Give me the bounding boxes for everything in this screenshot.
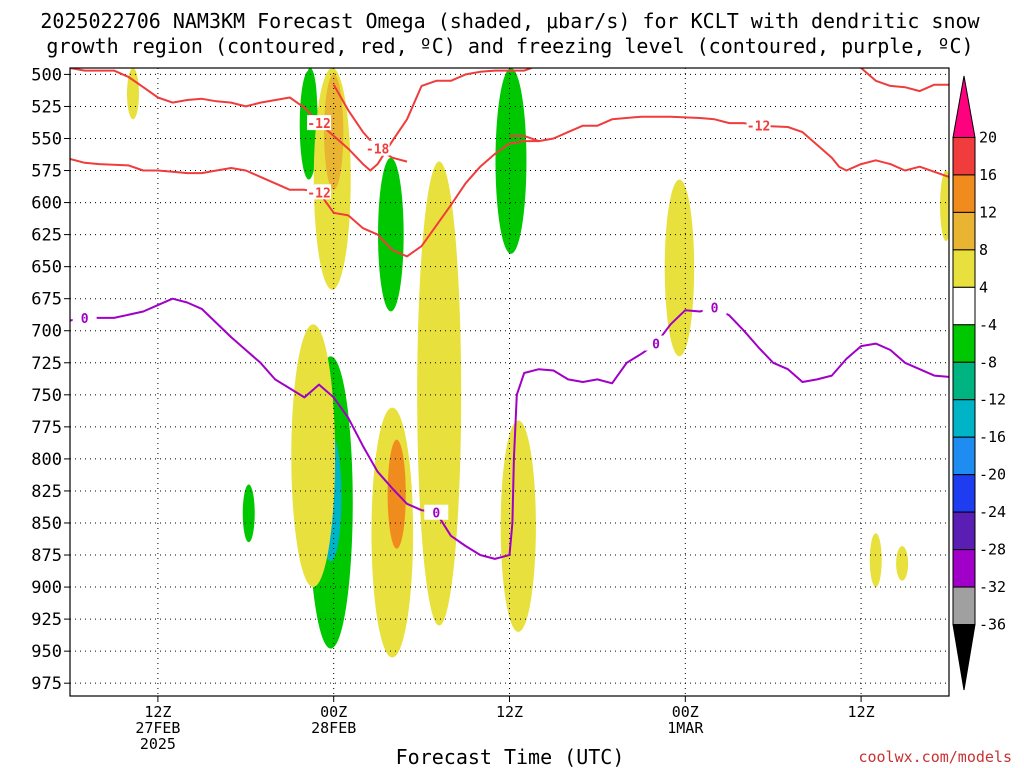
x-tick-label-0-2: 2025 [140, 735, 176, 753]
contour-label-bg-dgz_minus12_middle-0 [746, 117, 771, 133]
y-tick-label-4: 600 [31, 194, 62, 214]
colorbar-segment-5 [952, 286, 976, 326]
colorbar-label-3: 8 [979, 241, 988, 259]
contour-label-freezing_level-2: 0 [652, 338, 660, 353]
contour-label-dgz_minus18-0: -18 [366, 143, 390, 158]
omega-feature-3 [324, 74, 344, 190]
contour-label-dgz_minus12_middle-0: -12 [747, 120, 770, 135]
x-tick-label-1-1: 28FEB [311, 719, 356, 737]
colorbar-label-8: -16 [979, 428, 1006, 446]
contour-label-dgz_minus12_upper-0: -12 [307, 117, 330, 132]
colorbar-label-10: -24 [979, 503, 1006, 521]
contour-freezing_level [70, 297, 949, 560]
contour-label-bg-dgz_minus12_upper-0 [307, 115, 332, 131]
y-tick-label-15: 875 [31, 546, 62, 566]
colorbar-segment-3 [952, 211, 976, 251]
colorbar-segment-9 [952, 436, 976, 476]
colorbar-label-0: 20 [979, 128, 997, 146]
omega-feature-12 [417, 161, 462, 626]
x-tick-label-0-1: 27FEB [135, 719, 180, 737]
colorbar-label-1: 16 [979, 166, 997, 184]
omega-shading [126, 68, 949, 658]
omega-feature-6 [495, 68, 527, 254]
y-tick-label-13: 825 [31, 482, 62, 502]
credit-text[interactable]: coolwx.com/models [858, 748, 1012, 766]
colorbar: 20 16 12 8 4 -4 -8 -12 -16 -20 -24 -28 -32 -36 [952, 75, 1006, 691]
contour-dgz_minus12_right [860, 68, 949, 93]
colorbar-top-arrow [952, 75, 976, 138]
contour-label-bg-freezing_level-2 [644, 335, 668, 351]
colorbar-bottom-arrow [952, 624, 976, 691]
colorbar-label-7: -12 [979, 391, 1006, 409]
y-tick-label-16: 900 [31, 578, 62, 598]
omega-feature-9 [242, 484, 255, 543]
contour-label-dgz_minus12_lower-0: -12 [307, 186, 330, 201]
contour-label-freezing_level-3: 0 [711, 302, 719, 317]
contour-dgz_minus12_middle [509, 115, 949, 178]
y-tick-label-9: 725 [31, 354, 62, 374]
contour-label-bg-dgz_minus12_lower-0 [307, 184, 332, 200]
x-tick-label-3-0: 00Z [672, 703, 699, 721]
contour-label-bg-freezing_level-3 [702, 299, 727, 315]
colorbar-segment-11 [952, 511, 976, 551]
x-tick-label-1-0: 00Z [320, 703, 347, 721]
x-tick-label-2-0: 12Z [496, 703, 523, 721]
colorbar-label-6: -8 [979, 353, 997, 371]
y-tick-label-0: 500 [31, 65, 62, 85]
y-tick-label-11: 775 [31, 418, 62, 438]
y-tick-label-10: 750 [31, 386, 62, 406]
contour-label-freezing_level-1: 0 [432, 507, 440, 522]
y-tick-label-5: 625 [31, 226, 62, 246]
omega-feature-15 [291, 324, 336, 588]
y-tick-label-2: 550 [31, 129, 62, 149]
omega-feature-16 [940, 170, 949, 242]
omega-feature-4 [126, 68, 139, 120]
y-axis-ticks: 500 525 550 575 600 625 650 675 700 725 750 775 800 8… [31, 65, 70, 694]
y-tick-label-17: 925 [31, 610, 62, 630]
x-tick-label-3-1: 1MAR [667, 719, 704, 737]
omega-feature-18 [896, 546, 909, 581]
colorbar-segment-10 [952, 474, 976, 513]
colorbar-segment-2 [952, 174, 976, 213]
y-tick-label-7: 675 [31, 290, 62, 310]
y-tick-label-1: 525 [31, 97, 62, 117]
chart-title-line2: growth region (contoured, red, ºC) and f… [46, 34, 973, 58]
colorbar-segment-8 [952, 399, 976, 438]
chart-title-line1: 2025022706 NAM3KM Forecast Omega (shaded… [40, 9, 980, 33]
contour-label-freezing_level-0: 0 [81, 312, 89, 327]
colorbar-segment-1 [952, 136, 976, 176]
contour-label-bg-dgz_minus18-0 [365, 140, 390, 156]
colorbar-segment-6 [952, 324, 976, 363]
colorbar-segment-12 [952, 549, 976, 588]
contour-lines: 0 0 0 0 -12 -12 -12 -18 [70, 68, 949, 560]
y-tick-label-19: 975 [31, 674, 62, 694]
omega-feature-13 [500, 420, 536, 632]
y-tick-label-12: 800 [31, 450, 62, 470]
y-tick-label-18: 950 [31, 642, 62, 662]
x-tick-label-4-0: 12Z [848, 703, 875, 721]
x-tick-label-0-0: 12Z [144, 703, 171, 721]
colorbar-label-11: -28 [979, 541, 1006, 559]
omega-feature-14 [664, 179, 695, 357]
colorbar-label-4: 4 [979, 278, 988, 296]
colorbar-label-2: 12 [979, 203, 997, 221]
colorbar-label-12: -32 [979, 578, 1006, 596]
y-tick-label-14: 850 [31, 514, 62, 534]
y-tick-label-3: 575 [31, 162, 62, 182]
colorbar-segment-13 [952, 586, 976, 626]
colorbar-segment-7 [952, 361, 976, 401]
colorbar-label-9: -20 [979, 466, 1006, 484]
contour-label-bg-freezing_level-1 [424, 504, 449, 520]
colorbar-label-5: -4 [979, 316, 997, 334]
y-tick-label-6: 650 [31, 258, 62, 278]
colorbar-label-13: -36 [979, 616, 1006, 634]
y-tick-label-8: 700 [31, 322, 62, 342]
x-axis-label: Forecast Time (UTC) [396, 745, 625, 768]
colorbar-segment-4 [952, 249, 976, 288]
omega-feature-17 [869, 533, 882, 588]
contour-dgz_minus18 [332, 84, 408, 163]
contour-label-bg-freezing_level-0 [72, 309, 97, 325]
